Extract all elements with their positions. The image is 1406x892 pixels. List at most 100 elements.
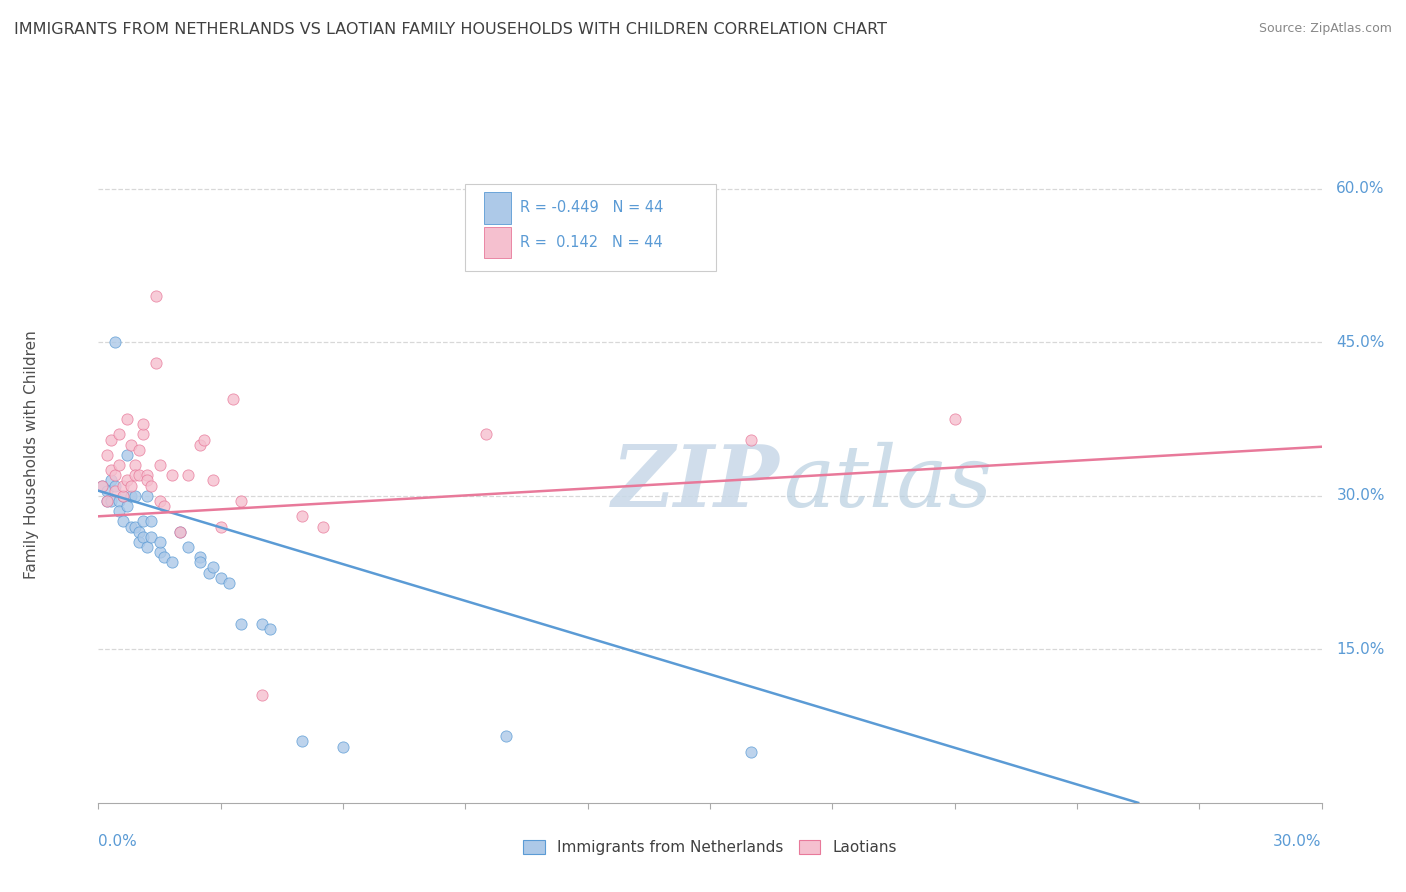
FancyBboxPatch shape	[484, 193, 510, 224]
Point	[132, 427, 155, 442]
Text: Source: ZipAtlas.com: Source: ZipAtlas.com	[1258, 22, 1392, 36]
Point	[474, 427, 498, 442]
Point	[108, 504, 131, 518]
Point	[111, 489, 134, 503]
Point	[104, 478, 127, 492]
Point	[115, 412, 138, 426]
Point	[259, 622, 281, 636]
Point	[128, 468, 150, 483]
Point	[740, 433, 762, 447]
Point	[124, 458, 146, 472]
Point	[145, 356, 167, 370]
Text: R = -0.449   N = 44: R = -0.449 N = 44	[520, 201, 664, 216]
Point	[120, 438, 142, 452]
Text: 30.0%: 30.0%	[1336, 488, 1385, 503]
Point	[104, 468, 127, 483]
Point	[100, 494, 122, 508]
Point	[124, 489, 146, 503]
Point	[149, 545, 172, 559]
Point	[120, 478, 142, 492]
Point	[152, 550, 174, 565]
Point	[188, 550, 212, 565]
Point	[160, 468, 183, 483]
Point	[169, 524, 191, 539]
Point	[250, 616, 273, 631]
Point	[128, 524, 150, 539]
Point	[100, 463, 122, 477]
Legend: Immigrants from Netherlands, Laotians: Immigrants from Netherlands, Laotians	[517, 833, 903, 862]
Point	[96, 483, 118, 498]
Point	[96, 448, 118, 462]
Text: Family Households with Children: Family Households with Children	[24, 331, 38, 579]
Point	[332, 739, 354, 754]
Point	[201, 560, 224, 574]
Point	[231, 616, 253, 631]
Point	[111, 515, 134, 529]
Point	[100, 433, 122, 447]
Point	[128, 442, 150, 457]
FancyBboxPatch shape	[465, 184, 716, 270]
Point	[291, 509, 314, 524]
Point	[111, 478, 134, 492]
Point	[91, 478, 114, 492]
Text: 45.0%: 45.0%	[1336, 334, 1385, 350]
Point	[108, 458, 131, 472]
Text: ZIP: ZIP	[612, 441, 780, 524]
Point	[152, 499, 174, 513]
Text: 30.0%: 30.0%	[1274, 834, 1322, 849]
Point	[120, 519, 142, 533]
Point	[218, 575, 240, 590]
Point	[197, 566, 219, 580]
FancyBboxPatch shape	[484, 227, 510, 259]
Point	[222, 392, 245, 406]
Point	[145, 289, 167, 303]
Point	[169, 524, 191, 539]
Point	[188, 438, 212, 452]
Point	[115, 448, 138, 462]
Point	[136, 474, 159, 488]
Point	[108, 427, 131, 442]
Point	[141, 478, 163, 492]
Text: atlas: atlas	[783, 442, 993, 524]
Point	[96, 494, 118, 508]
Point	[312, 519, 335, 533]
Point	[115, 499, 138, 513]
Point	[291, 734, 314, 748]
Point	[231, 494, 253, 508]
Text: IMMIGRANTS FROM NETHERLANDS VS LAOTIAN FAMILY HOUSEHOLDS WITH CHILDREN CORRELATI: IMMIGRANTS FROM NETHERLANDS VS LAOTIAN F…	[14, 22, 887, 37]
Point	[136, 468, 159, 483]
Point	[209, 519, 232, 533]
Point	[177, 468, 200, 483]
Point	[124, 468, 146, 483]
Text: 0.0%: 0.0%	[98, 834, 138, 849]
Point	[128, 535, 150, 549]
Point	[96, 494, 118, 508]
Text: R =  0.142   N = 44: R = 0.142 N = 44	[520, 235, 664, 251]
Point	[124, 519, 146, 533]
Point	[149, 458, 172, 472]
Point	[250, 689, 273, 703]
Point	[136, 489, 159, 503]
Point	[100, 474, 122, 488]
Point	[141, 515, 163, 529]
Point	[943, 412, 966, 426]
Point	[132, 530, 155, 544]
Point	[209, 571, 232, 585]
Point	[91, 478, 114, 492]
Point	[136, 540, 159, 554]
Point	[141, 530, 163, 544]
Point	[115, 474, 138, 488]
Text: 60.0%: 60.0%	[1336, 181, 1385, 196]
Point	[188, 555, 212, 569]
Point	[132, 417, 155, 432]
Point	[111, 489, 134, 503]
Point	[160, 555, 183, 569]
Point	[201, 474, 224, 488]
Point	[149, 494, 172, 508]
Point	[177, 540, 200, 554]
Point	[132, 515, 155, 529]
Point	[104, 483, 127, 498]
Point	[495, 729, 517, 743]
Point	[193, 433, 215, 447]
Point	[149, 535, 172, 549]
